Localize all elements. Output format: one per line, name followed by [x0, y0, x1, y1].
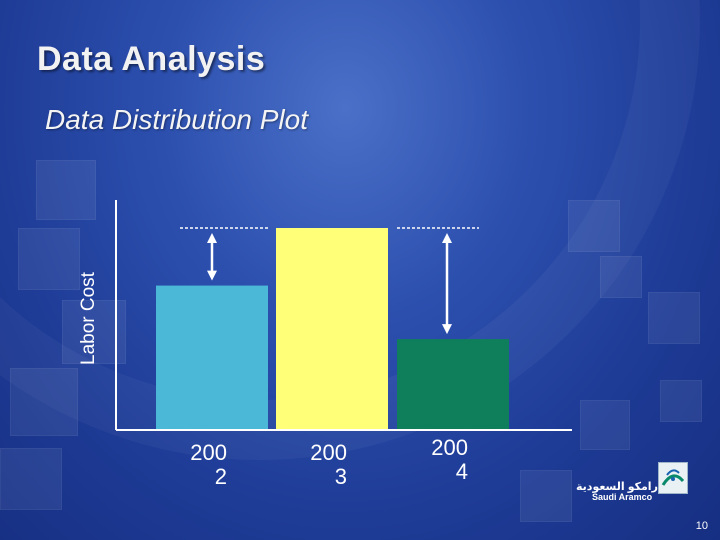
logo-mark-icon — [658, 462, 688, 494]
background-square — [600, 256, 642, 298]
logo-arabic-text: أرامكو السعودية — [576, 481, 662, 493]
slide-subtitle: Data Distribution Plot — [45, 104, 309, 135]
x-tick-label-line: 4 — [455, 459, 468, 484]
background-square — [520, 470, 572, 522]
background-square — [660, 380, 702, 422]
background-square — [568, 200, 620, 252]
bar-0 — [156, 285, 268, 430]
x-tick-label-line: 200 — [310, 440, 347, 465]
background-square — [580, 400, 630, 450]
page-number: 10 — [695, 520, 708, 532]
slide-title: Data Analysis — [37, 40, 266, 78]
background-square — [648, 292, 700, 344]
bar-1 — [276, 228, 388, 430]
background-square — [36, 160, 96, 220]
background-square — [10, 368, 78, 436]
background-square — [18, 228, 80, 290]
background-square — [0, 448, 62, 510]
x-tick-label-line: 200 — [431, 435, 468, 460]
company-logo: أرامكو السعودية Saudi Aramco — [576, 462, 688, 502]
x-tick-label: 200 2 — [167, 441, 227, 489]
x-tick-label-line: 2 — [214, 464, 227, 489]
logo-english-text: Saudi Aramco — [592, 492, 653, 502]
x-tick-label: 200 3 — [287, 441, 347, 489]
x-tick-label-line: 200 — [190, 440, 227, 465]
bar-2 — [397, 339, 509, 430]
x-tick-label: 200 4 — [408, 436, 468, 484]
x-tick-label-line: 3 — [334, 464, 347, 489]
